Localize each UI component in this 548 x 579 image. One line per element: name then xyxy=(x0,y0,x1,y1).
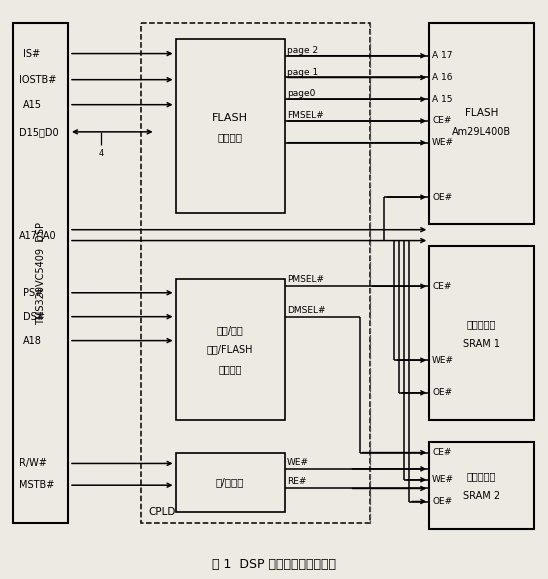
Text: 读/写控制: 读/写控制 xyxy=(216,478,244,488)
Text: FLASH: FLASH xyxy=(465,108,498,118)
Text: page 1: page 1 xyxy=(287,68,318,76)
Bar xyxy=(429,23,534,224)
Bar xyxy=(429,246,534,420)
Text: A17～A0: A17～A0 xyxy=(19,230,57,240)
Text: WE#: WE# xyxy=(287,458,309,467)
Text: RE#: RE# xyxy=(287,478,306,486)
Text: A18: A18 xyxy=(23,336,42,346)
Text: PMSEL#: PMSEL# xyxy=(287,275,324,284)
Bar xyxy=(141,23,369,523)
Text: CPLD: CPLD xyxy=(149,507,176,518)
Text: WE#: WE# xyxy=(432,138,454,147)
Text: FMSEL#: FMSEL# xyxy=(287,111,324,120)
Text: Am29L400B: Am29L400B xyxy=(452,127,511,137)
Text: 程序/数据: 程序/数据 xyxy=(217,325,244,335)
Text: OE#: OE# xyxy=(432,389,452,397)
Text: FLASH: FLASH xyxy=(212,113,248,123)
Text: DMSEL#: DMSEL# xyxy=(287,306,326,314)
Text: A 15: A 15 xyxy=(432,95,453,104)
Text: R/W#: R/W# xyxy=(19,459,47,468)
Text: CE#: CE# xyxy=(432,282,452,291)
Text: SRAM 1: SRAM 1 xyxy=(463,339,500,349)
Text: SRAM 2: SRAM 2 xyxy=(463,491,500,501)
Text: IS#: IS# xyxy=(23,49,41,58)
Text: 空间/FLASH: 空间/FLASH xyxy=(207,345,254,354)
Text: TMS320VC5409  DSP: TMS320VC5409 DSP xyxy=(36,222,45,325)
Bar xyxy=(429,442,534,529)
Text: WE#: WE# xyxy=(432,356,454,365)
Text: IOSTB#: IOSTB# xyxy=(19,75,56,85)
Text: 图 1  DSP 存储区硬件接口电路: 图 1 DSP 存储区硬件接口电路 xyxy=(212,558,336,571)
Text: CE#: CE# xyxy=(432,448,452,457)
Text: MSTB#: MSTB# xyxy=(19,480,55,490)
Text: A15: A15 xyxy=(23,100,42,109)
Text: 数据存储器: 数据存储器 xyxy=(467,471,496,482)
Text: A 17: A 17 xyxy=(432,52,453,60)
Text: page 2: page 2 xyxy=(287,46,318,55)
Bar xyxy=(175,453,285,512)
Text: PS#: PS# xyxy=(23,288,43,298)
Text: OE#: OE# xyxy=(432,193,452,201)
Text: 切换控制: 切换控制 xyxy=(219,364,242,374)
Text: WE#: WE# xyxy=(432,475,454,484)
Text: DS#: DS# xyxy=(23,312,45,322)
Text: CE#: CE# xyxy=(432,116,452,126)
Text: 页选控制: 页选控制 xyxy=(218,132,243,142)
Text: A 16: A 16 xyxy=(432,73,453,82)
Text: 程序存储器: 程序存储器 xyxy=(467,319,496,329)
Bar xyxy=(175,39,285,214)
Bar xyxy=(175,278,285,420)
Bar xyxy=(13,23,68,523)
Text: OE#: OE# xyxy=(432,497,452,506)
Text: 4: 4 xyxy=(99,149,104,158)
Text: D15～D0: D15～D0 xyxy=(19,127,59,137)
Text: page0: page0 xyxy=(287,89,315,98)
